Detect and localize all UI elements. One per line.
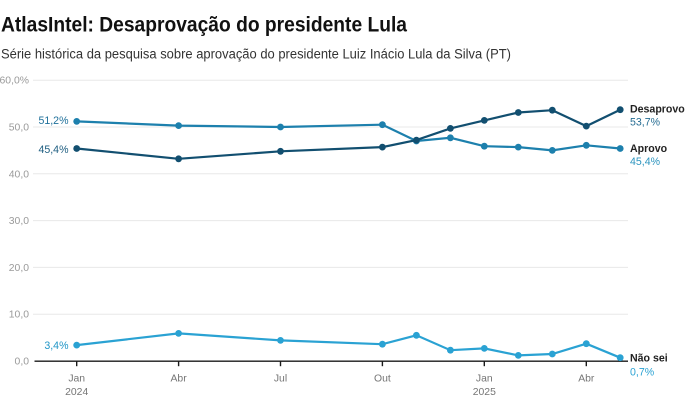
svg-text:0,7%: 0,7% bbox=[630, 367, 655, 379]
svg-text:60,0%: 60,0% bbox=[0, 76, 29, 87]
svg-text:2024: 2024 bbox=[65, 387, 88, 398]
svg-text:50,0: 50,0 bbox=[9, 123, 29, 134]
svg-text:51,2%: 51,2% bbox=[38, 115, 69, 127]
svg-text:Série histórica da pesquisa so: Série histórica da pesquisa sobre aprova… bbox=[1, 47, 511, 62]
svg-text:53,7%: 53,7% bbox=[630, 116, 661, 128]
svg-text:30,0: 30,0 bbox=[9, 216, 29, 227]
svg-text:Abr: Abr bbox=[171, 373, 188, 384]
svg-text:Jan: Jan bbox=[476, 373, 493, 384]
svg-text:2025: 2025 bbox=[473, 387, 496, 398]
svg-text:Abr: Abr bbox=[578, 373, 595, 384]
svg-text:Jan: Jan bbox=[68, 373, 85, 384]
svg-text:10,0: 10,0 bbox=[9, 310, 29, 321]
svg-text:Jul: Jul bbox=[274, 373, 287, 384]
svg-text:0,0: 0,0 bbox=[15, 357, 30, 368]
svg-text:Desaprovo: Desaprovo bbox=[630, 104, 685, 116]
svg-text:20,0: 20,0 bbox=[9, 263, 29, 274]
svg-text:Out: Out bbox=[374, 373, 391, 384]
svg-text:45,4%: 45,4% bbox=[630, 156, 661, 168]
svg-text:3,4%: 3,4% bbox=[44, 340, 69, 352]
svg-text:Aprovo: Aprovo bbox=[630, 143, 668, 155]
svg-text:45,4%: 45,4% bbox=[38, 144, 69, 156]
svg-text:40,0: 40,0 bbox=[9, 169, 29, 180]
svg-text:Não sei: Não sei bbox=[630, 353, 668, 365]
svg-text:AtlasIntel: Desaprovação do pr: AtlasIntel: Desaprovação do presidente L… bbox=[1, 14, 407, 37]
